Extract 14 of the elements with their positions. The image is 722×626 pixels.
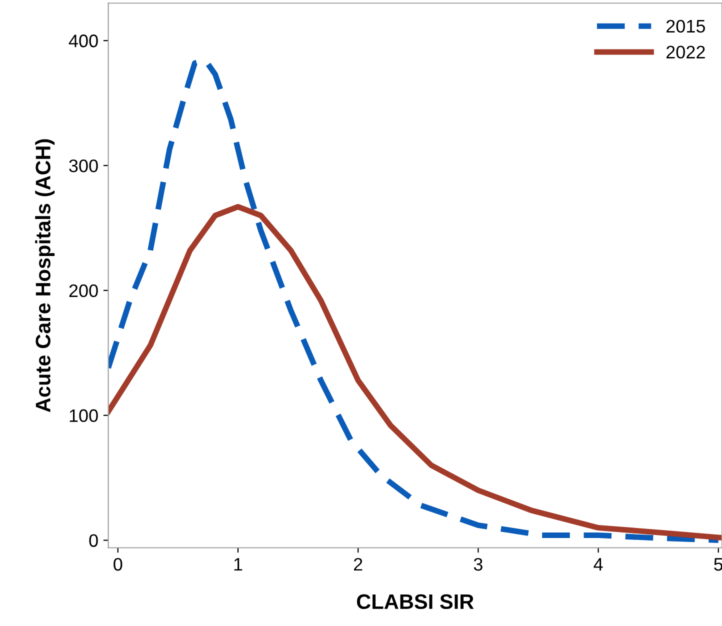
y-tick-label: 400 [68, 34, 98, 48]
legend-label: 2022 [666, 46, 705, 58]
x-axis-title: CLABSI SIR [356, 594, 474, 610]
x-tick-label: 0 [114, 558, 122, 571]
y-tick-label: 200 [69, 284, 98, 298]
x-tick-label: 4 [594, 558, 603, 571]
x-tick-label: 1 [234, 558, 242, 571]
y-tick-label: 100 [70, 409, 98, 422]
y-tick-label: 300 [69, 159, 98, 172]
legend-label: 2015 [666, 20, 705, 33]
x-tick-label: 3 [474, 558, 482, 571]
y-axis-title: Acute Care Hospitals (ACH) [35, 139, 55, 412]
x-tick-label: 2 [354, 558, 362, 571]
y-tick-label: 0 [89, 534, 98, 547]
